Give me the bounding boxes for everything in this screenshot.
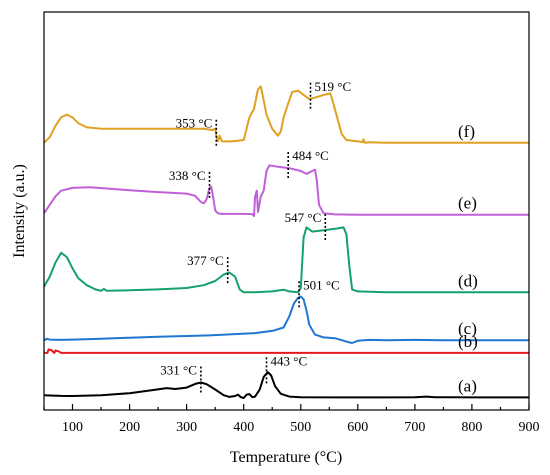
x-tick-label-800: 800 <box>461 420 482 435</box>
x-tick-label-700: 700 <box>404 420 425 435</box>
x-tick-label-200: 200 <box>119 420 140 435</box>
x-tick-label-600: 600 <box>347 420 368 435</box>
peak-label-4: 547 °C <box>285 210 322 225</box>
series-line-0 <box>43 371 529 399</box>
curve-labels-layer: (a) (b)(c) (d) (e) (f) <box>458 122 478 396</box>
plot-frame <box>43 11 530 411</box>
x-tick-label-100: 100 <box>62 420 83 435</box>
curve-label-3: (d) <box>458 271 478 290</box>
curve-label-2: (c) <box>458 319 477 338</box>
y-axis-title: Intensity (a.u.) <box>11 164 28 258</box>
x-tick-label-300: 300 <box>176 420 197 435</box>
curve-label-4: (e) <box>458 194 477 213</box>
x-tick-label-900: 900 <box>519 420 540 435</box>
peak-label-0: 331 °C <box>160 363 197 378</box>
peak-label-6: 484 °C <box>292 148 329 163</box>
x-axis-title: Temperature (°C) <box>230 449 342 466</box>
series-line-2 <box>43 295 529 344</box>
curve-label-0: (a) <box>458 376 477 395</box>
series-line-4 <box>43 164 529 218</box>
curve-label-1: (b) <box>458 332 478 351</box>
peak-label-8: 519 °C <box>315 79 352 94</box>
peak-annotations-layer: 331 °C 443 °C 501 °C 377 °C 547 °C 338 °C 484 … <box>160 79 351 395</box>
series-line-1 <box>44 348 529 354</box>
series-line-3 <box>43 226 529 294</box>
peak-label-7: 353 °C <box>176 116 213 131</box>
curves-layer <box>43 85 529 399</box>
peak-label-2: 501 °C <box>303 277 340 292</box>
peak-label-3: 377 °C <box>187 253 224 268</box>
peak-label-1: 443 °C <box>271 353 308 368</box>
x-tick-label-500: 500 <box>290 420 311 435</box>
series-line-5 <box>43 85 529 144</box>
peak-label-5: 338 °C <box>169 168 206 183</box>
curve-label-5: (f) <box>458 122 475 141</box>
x-tick-label-400: 400 <box>233 420 254 435</box>
x-axis: 100 200 300 400 500 600 700 800 900 <box>43 404 540 435</box>
